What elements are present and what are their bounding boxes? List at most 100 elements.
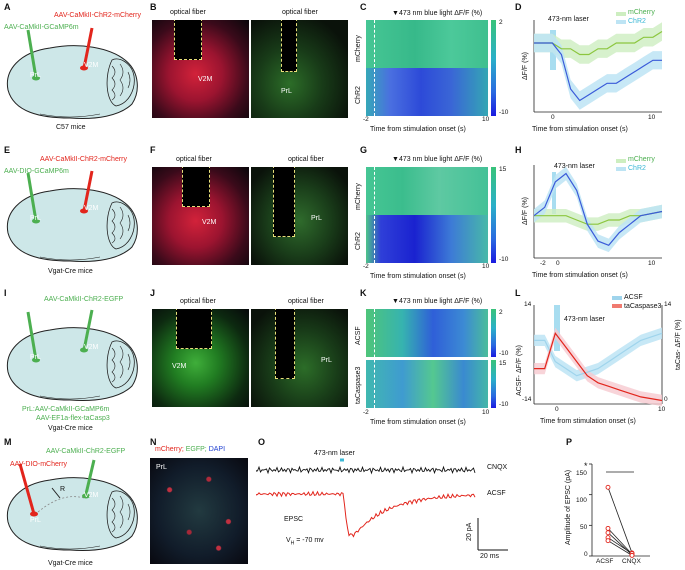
p-x-acsf: ACSF [596, 558, 614, 565]
k-x-min: -2 [363, 409, 369, 416]
panel-letter-h: H [515, 145, 522, 155]
e-virus-red: AAV-CaMkII-ChR2-mCherry [40, 156, 127, 163]
h-mcherry-band [534, 204, 662, 231]
n-micro: PrL [150, 458, 248, 564]
h-legend-swatch-1 [616, 159, 626, 163]
p-pair-line-0 [607, 487, 633, 554]
panel-letter-d: D [515, 2, 522, 12]
i-virus-green: AAV-CaMkII-ChR2-EGFP [44, 296, 124, 303]
g-onset-line [374, 167, 375, 263]
a-virus-green: AAV-CaMkII-GCaMP6m [4, 24, 79, 31]
g-title-text: 473 nm blue light ΔF/F (%) [398, 156, 483, 163]
c-onset-line [374, 20, 375, 116]
panel-letter-g: G [360, 145, 368, 155]
d-mcherry-band [534, 22, 662, 64]
b-fiber1-label: optical fiber [170, 9, 206, 16]
g-heatmap-bottom [366, 215, 488, 263]
e-virus-green: AAV-DIO-GCaMP6m [4, 168, 69, 175]
c-x-max: 10 [482, 116, 490, 123]
e-region-right: V2M [84, 205, 99, 212]
k-x-max: 10 [482, 409, 490, 416]
panel-letter-i: I [4, 288, 7, 298]
i-sub1: PrL:AAV-CaMkII-GCaMP6m [22, 406, 109, 413]
h-x2: 10 [648, 260, 656, 267]
a-virus-red: AAV-CaMkII-ChR2-mCherry [54, 12, 141, 19]
f-fiber-right [273, 167, 295, 237]
panel-letter-c: C [360, 2, 367, 12]
l-laser-bar [554, 305, 560, 351]
c-heatmap-top [366, 20, 488, 68]
d-leg1: mCherry [628, 9, 655, 16]
j-micro-right-label: PrL [321, 357, 332, 364]
n-title-red: mCherry; [155, 446, 184, 453]
j-fiber-right [275, 309, 295, 379]
j-micro-right: PrL [251, 309, 348, 407]
panel-letter-n: N [150, 437, 157, 447]
h-mcherry-line [534, 210, 663, 225]
o-acsf-trace [256, 490, 476, 538]
m-virus-red: AAV-DIO-mCherry [10, 461, 68, 468]
h-xlabel: Time from stimulation onset (s) [532, 272, 628, 279]
p-point-1-0 [605, 525, 611, 531]
k-cb1-top: 2 [499, 309, 503, 316]
m-region-left: PrL [30, 517, 41, 524]
c-label-bottom: ChR2 [355, 86, 362, 104]
p-point-4-0 [605, 538, 611, 544]
o-vh-v: V [286, 537, 291, 544]
l-laser: 473-nm laser [564, 316, 605, 323]
g-cb-bottom: -10 [499, 256, 509, 263]
panel-letter-b: B [150, 2, 157, 12]
l-ylabel-left: ACSF- ΔF/F (%) [516, 345, 523, 396]
j-micro-left-label: V2M [172, 363, 187, 370]
l-leg1: ACSF [624, 294, 643, 301]
p-pair-line-4 [607, 540, 633, 556]
f-fiber2-label: optical fiber [288, 156, 324, 163]
h-chr2-band [534, 166, 662, 253]
n-title: mCherry; EGFP; DAPI [155, 446, 225, 453]
p-ytick-100: 100 [576, 497, 587, 504]
d-mcherry-line [534, 30, 663, 56]
m-region-right: V2M [84, 492, 99, 499]
c-x-min: -2 [363, 116, 369, 123]
d-legend-swatch-2 [616, 20, 626, 24]
b-micro-right: PrL [251, 20, 348, 118]
l-tacaspase-line [534, 331, 663, 402]
o-vh-val: = -70 mv [294, 537, 324, 544]
g-heatmap-top [366, 167, 488, 215]
l-yr-top: 14 [664, 301, 672, 308]
panel-letter-o: O [258, 437, 266, 447]
chart-p [589, 463, 650, 558]
j-micro-left: V2M [152, 309, 249, 407]
p-pair-line-1 [607, 528, 633, 555]
p-star: * [584, 461, 588, 471]
trace-charts [533, 12, 663, 407]
chart-d [533, 12, 663, 113]
p-point-4-1 [629, 552, 635, 558]
p-ylabel: Amplitude of EPSC (pA) [565, 469, 572, 545]
i-region-left: PrL [30, 354, 41, 361]
n-region: PrL [156, 464, 167, 471]
b-fiber-right [281, 20, 297, 72]
b-micro-right-label: PrL [281, 88, 292, 95]
brain-e [6, 170, 138, 262]
l-legend-swatch-1 [612, 296, 622, 300]
p-ytick-150: 150 [576, 470, 587, 477]
d-leg2: ChR2 [628, 18, 646, 25]
b-micro-left: V2M [152, 20, 249, 118]
l-ylabel-right: taCas- ΔF/F (%) [675, 319, 682, 370]
o-cnqx-trace [256, 465, 476, 475]
g-label-top: mCherry [355, 183, 362, 210]
d-chr2-band [534, 33, 662, 110]
c-title: ▼473 nm blue light ΔF/F (%) [392, 10, 483, 17]
d-ylabel: ΔF/F (%) [522, 51, 529, 80]
d-chr2-line [534, 42, 662, 102]
f-micro-right: PrL [251, 167, 348, 265]
c-cb-top: 2 [499, 19, 503, 26]
j-fiber2-label: optical fiber [288, 298, 324, 305]
c-title-text: 473 nm blue light ΔF/F (%) [398, 10, 483, 17]
chart-l [533, 296, 663, 407]
g-colorbar [491, 167, 496, 263]
m-virus-green: AAV-CaMkII-ChR2-EGFP [46, 448, 126, 455]
b-micro-left-label: V2M [198, 76, 213, 83]
h-legend-swatch-2 [616, 167, 626, 171]
